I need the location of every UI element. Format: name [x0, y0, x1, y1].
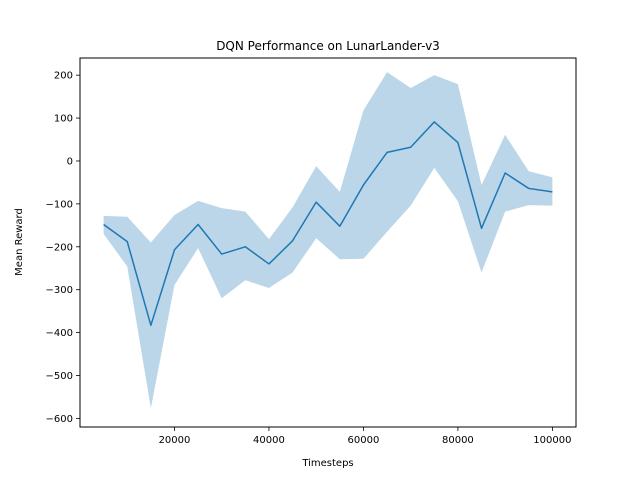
- y-tick-label: −500: [46, 371, 73, 382]
- x-tick-label: 100000: [533, 435, 571, 446]
- y-axis-label: Mean Reward: [14, 208, 25, 276]
- y-axis: −600 −500 −400 −300 −200 −100 0 100 200: [46, 71, 80, 425]
- x-tick-label: 80000: [442, 435, 474, 446]
- plot-area: [103, 72, 553, 409]
- y-tick-label: −400: [46, 328, 73, 339]
- x-tick-label: 40000: [253, 435, 285, 446]
- y-tick-label: 100: [54, 114, 73, 125]
- y-tick-label: −200: [46, 242, 73, 253]
- chart-title: DQN Performance on LunarLander-v3: [216, 39, 440, 53]
- x-axis-label: Timesteps: [301, 458, 353, 469]
- x-tick-label: 20000: [159, 435, 191, 446]
- x-tick-label: 60000: [348, 435, 380, 446]
- y-tick-label: 200: [54, 71, 73, 82]
- series-line-0: [103, 121, 553, 327]
- y-tick-label: −100: [46, 199, 73, 210]
- y-tick-label: −600: [46, 414, 73, 425]
- y-tick-label: 0: [67, 156, 73, 167]
- y-tick-label: −300: [46, 285, 73, 296]
- plot-frame: [79, 57, 577, 428]
- series-band-0: [103, 72, 553, 409]
- x-axis: 20000 40000 60000 80000 100000: [159, 427, 571, 446]
